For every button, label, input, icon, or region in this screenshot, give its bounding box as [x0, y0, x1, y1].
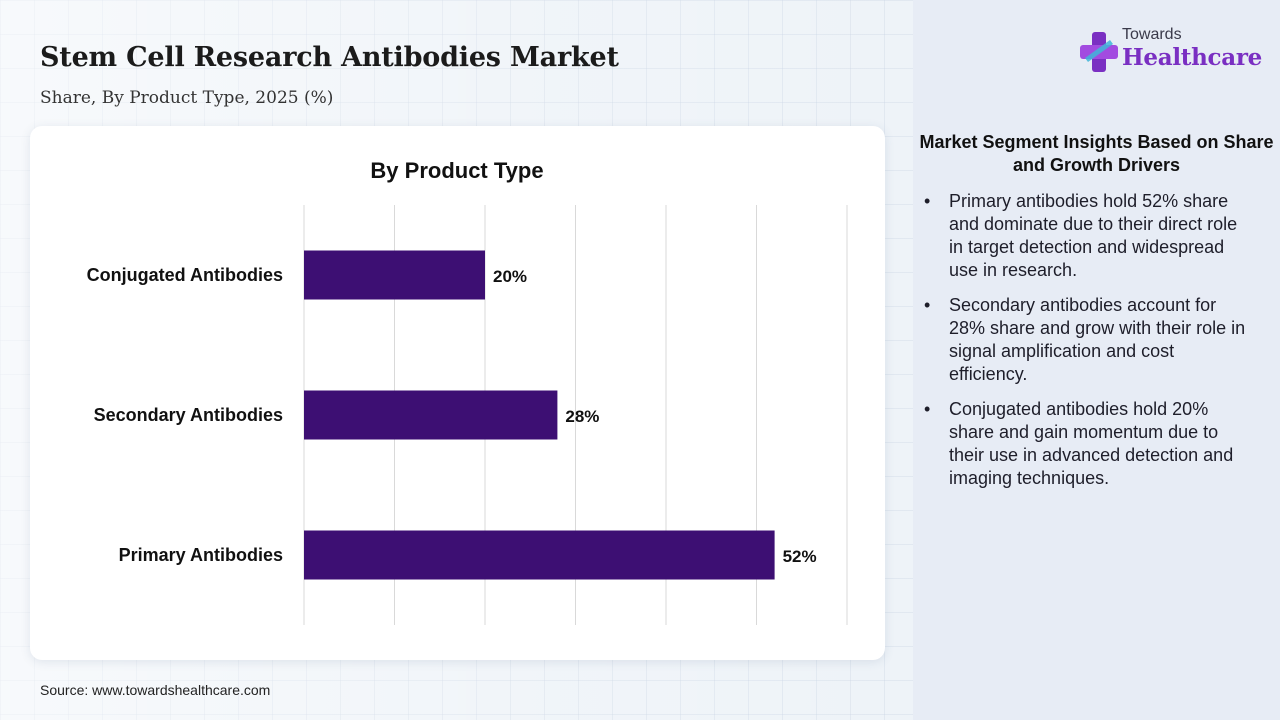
source-note: Source: www.towardshealthcare.com [40, 682, 271, 698]
page-subtitle: Share, By Product Type, 2025 (%) [40, 88, 334, 108]
page-title: Stem Cell Research Antibodies Market [40, 42, 619, 73]
insight-text: Secondary antibodies account for 28% sha… [949, 295, 1246, 384]
bullet-icon: • [924, 295, 931, 315]
value-label: 28% [565, 407, 599, 426]
value-label: 20% [493, 267, 527, 286]
logo-line-1: Towards [1122, 26, 1182, 43]
medical-cross-icon [1080, 32, 1118, 72]
category-label: Conjugated Antibodies [87, 265, 283, 285]
bar [304, 250, 485, 300]
insights-panel [913, 0, 1280, 720]
insight-text: Primary antibodies hold 52% share and do… [949, 191, 1238, 280]
chart-title: By Product Type [370, 158, 544, 183]
bar [304, 390, 558, 440]
brand-logo: Towards Healthcare [1080, 26, 1262, 78]
category-label: Primary Antibodies [119, 545, 283, 565]
insight-item: • Conjugated antibodies hold 20% share a… [924, 398, 1254, 490]
bullet-icon: • [924, 399, 931, 419]
logo-line-2: Healthcare [1122, 44, 1263, 71]
insight-item: • Secondary antibodies account for 28% s… [924, 294, 1254, 386]
bar [304, 530, 775, 580]
insight-item: • Primary antibodies hold 52% share and … [924, 190, 1254, 282]
bullet-icon: • [924, 191, 931, 211]
category-label: Secondary Antibodies [94, 405, 283, 425]
value-label: 52% [783, 547, 817, 566]
insights-heading: Market Segment Insights Based on Share a… [919, 132, 1274, 175]
insights-list: • Primary antibodies hold 52% share and … [924, 190, 1254, 502]
insight-text: Conjugated antibodies hold 20% share and… [949, 399, 1234, 488]
bar-chart: Conjugated Antibodies 20% Secondary Antibo… [87, 205, 848, 625]
